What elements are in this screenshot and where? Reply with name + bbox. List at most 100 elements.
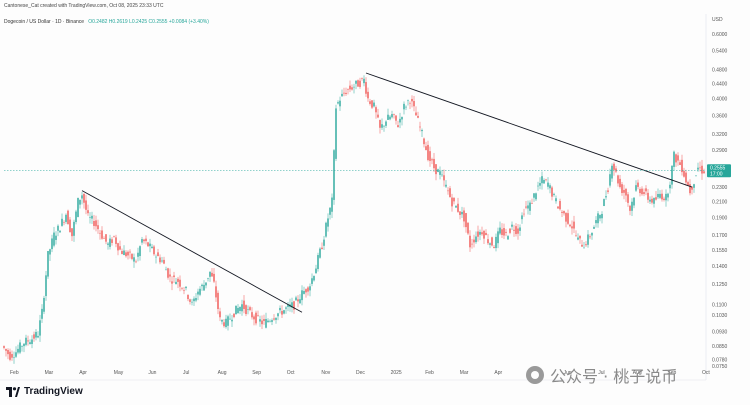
- y-tick-label: 0.2900: [712, 148, 728, 154]
- candle-body: [77, 198, 79, 217]
- candle-body: [37, 335, 39, 338]
- candle-body: [71, 228, 73, 237]
- candle-body: [433, 158, 435, 169]
- candle-body: [541, 176, 543, 184]
- candle-body: [195, 297, 197, 301]
- candle-body: [157, 252, 159, 257]
- candle-body: [301, 290, 303, 301]
- candle-body: [417, 115, 419, 118]
- candle-body: [423, 138, 425, 145]
- candle-body: [69, 219, 71, 233]
- x-tick-label: Feb: [10, 370, 19, 376]
- candle-body: [509, 228, 511, 233]
- candle-body: [259, 319, 261, 322]
- candle-body: [297, 299, 299, 302]
- candle-body: [279, 307, 281, 311]
- candle-body: [663, 198, 665, 201]
- candle-body: [339, 100, 341, 107]
- candle-body: [125, 252, 127, 257]
- candle-body: [171, 281, 173, 284]
- candle-body: [601, 213, 603, 219]
- candle-body: [177, 278, 179, 282]
- candle-body: [271, 320, 273, 322]
- candle-body: [115, 237, 117, 244]
- candle-body: [491, 237, 493, 246]
- candle-body: [209, 271, 211, 277]
- candle-body: [277, 313, 279, 317]
- candle-body: [473, 239, 475, 243]
- candle-body: [221, 319, 223, 322]
- candle-body: [205, 282, 207, 286]
- candle-body: [681, 159, 683, 173]
- candle-body: [493, 247, 495, 249]
- y-tick-label: 0.1250: [712, 282, 728, 288]
- x-tick-label: Aug: [633, 370, 642, 376]
- x-tick-label: 2025: [391, 370, 402, 376]
- candle-body: [661, 193, 663, 200]
- candle-body: [571, 226, 573, 229]
- candle-body: [73, 221, 75, 236]
- candle-body: [327, 218, 329, 227]
- candle-body: [41, 308, 43, 319]
- candle-body: [627, 194, 629, 203]
- symbol-name[interactable]: Dogecoin / US Dollar · 1D · Binance: [4, 19, 85, 25]
- candle-body: [105, 234, 107, 242]
- candle-body: [375, 107, 377, 113]
- candle-body: [457, 203, 459, 212]
- candle-body: [693, 184, 695, 188]
- candle-body: [647, 192, 649, 200]
- candle-body: [645, 188, 647, 192]
- candle-body: [591, 232, 593, 236]
- candle-body: [153, 246, 155, 255]
- candle-body: [107, 243, 109, 245]
- candle-body: [361, 78, 363, 79]
- candle-body: [435, 164, 437, 175]
- candle-body: [113, 236, 115, 237]
- candle-body: [525, 206, 527, 208]
- candle-body: [39, 320, 41, 336]
- candle-body: [131, 253, 133, 259]
- candle-body: [605, 196, 607, 198]
- candle-body: [449, 188, 451, 198]
- candle-body: [91, 215, 93, 219]
- candle-body: [617, 175, 619, 184]
- candle-body: [485, 232, 487, 236]
- candle-body: [317, 255, 319, 269]
- candle-body: [295, 297, 297, 301]
- candle-body: [11, 354, 13, 358]
- candle-body: [415, 112, 417, 116]
- candle-body: [211, 272, 213, 277]
- candle-body: [455, 205, 457, 208]
- candle-body: [545, 179, 547, 181]
- candle-body: [161, 260, 163, 262]
- candle-body: [27, 340, 29, 342]
- candle-body: [599, 215, 601, 219]
- candle-body: [597, 213, 599, 224]
- candle-body: [353, 86, 355, 88]
- candle-body: [229, 318, 231, 320]
- x-tick-label: Dec: [356, 370, 365, 376]
- candle-body: [63, 222, 65, 223]
- trendline: [81, 190, 303, 313]
- candle-body: [237, 307, 239, 314]
- candle-body: [565, 212, 567, 222]
- candle-body: [623, 189, 625, 193]
- candle-body: [511, 224, 513, 227]
- candle-body: [363, 78, 365, 84]
- wechat-account-icon: [526, 366, 544, 384]
- x-tick-label: Apr: [79, 370, 87, 376]
- x-tick-label: Aug: [218, 370, 227, 376]
- candle-body: [165, 269, 167, 271]
- candle-body: [431, 159, 433, 161]
- candle-body: [521, 215, 523, 220]
- x-tick-label: Jun: [148, 370, 156, 376]
- candle-body: [575, 235, 577, 237]
- candle-body: [419, 126, 421, 128]
- candle-body: [479, 231, 481, 235]
- candle-body: [549, 185, 551, 189]
- candle-body: [35, 331, 37, 338]
- candle-body: [497, 231, 499, 244]
- candle-body: [335, 108, 337, 159]
- candle-body: [111, 239, 113, 243]
